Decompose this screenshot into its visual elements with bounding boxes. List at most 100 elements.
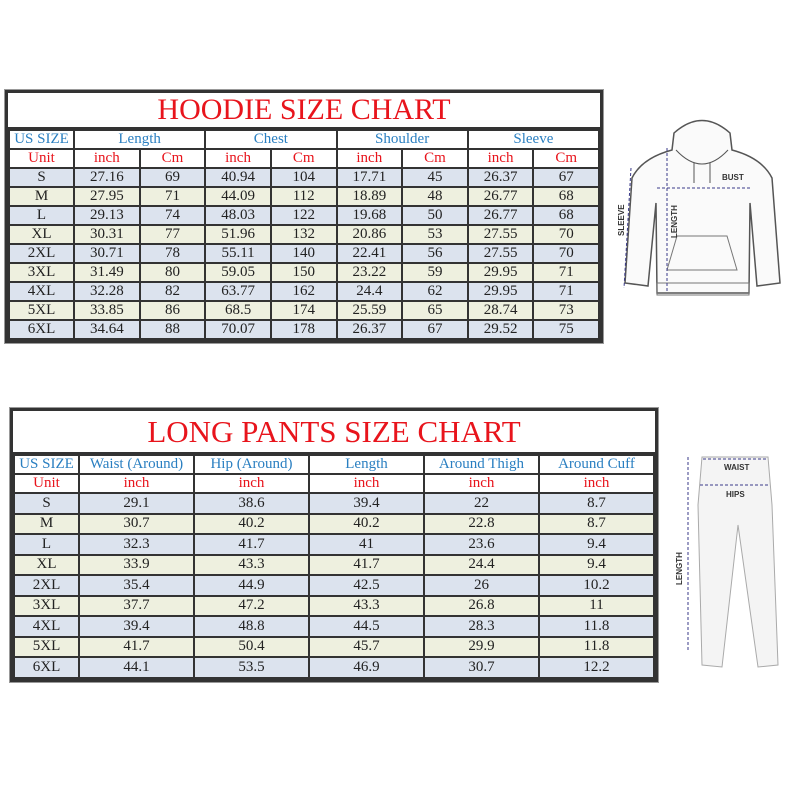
us-size-header: US SIZE	[8, 129, 75, 150]
value-cell: 86	[138, 300, 207, 321]
value-cell: 44.09	[204, 186, 272, 207]
value-cell: 63.77	[204, 281, 272, 302]
value-cell: 55.11	[204, 243, 272, 264]
table-row: S 27.16 69 40.94 104 17.71 45 26.37 67	[8, 167, 600, 188]
size-cell: 4XL	[13, 615, 80, 638]
table-row: 5XL 33.85 86 68.5 174 25.59 65 28.74 73	[8, 300, 600, 321]
value-cell: 30.31	[73, 224, 141, 245]
value-cell: 70	[532, 224, 600, 245]
value-cell: 9.4	[538, 533, 655, 556]
value-cell: 29.95	[466, 262, 535, 283]
value-cell: 29.95	[466, 281, 535, 302]
unit-header: Unit	[13, 473, 80, 494]
value-cell: 74	[138, 205, 207, 226]
bust-label: BUST	[722, 173, 744, 182]
value-cell: 70	[532, 243, 600, 264]
value-cell: 28.3	[423, 615, 540, 638]
value-cell: 23.22	[335, 262, 404, 283]
value-cell: 41.7	[193, 533, 310, 556]
column-header: Shoulder	[335, 129, 469, 150]
value-cell: 24.4	[335, 281, 404, 302]
column-header: Length	[308, 454, 425, 475]
value-cell: 39.4	[78, 615, 195, 638]
value-cell: 41.7	[308, 553, 425, 576]
value-cell: 45	[401, 167, 469, 188]
size-cell: 2XL	[13, 574, 80, 597]
unit-cell: inch	[308, 473, 425, 494]
value-cell: 11.8	[538, 615, 655, 638]
value-cell: 80	[138, 262, 207, 283]
unit-cell: inch	[538, 473, 655, 494]
value-cell: 53	[401, 224, 469, 245]
size-cell: L	[8, 205, 75, 226]
unit-cell: inch	[204, 148, 272, 169]
value-cell: 132	[269, 224, 338, 245]
value-cell: 65	[401, 300, 469, 321]
value-cell: 30.71	[73, 243, 141, 264]
size-cell: 3XL	[8, 262, 75, 283]
table-row: 4XL 32.28 82 63.77 162 24.4 62 29.95 71	[8, 281, 600, 302]
value-cell: 26.77	[466, 205, 535, 226]
value-cell: 30.7	[78, 512, 195, 535]
unit-cell: inch	[78, 473, 195, 494]
column-header: Around Thigh	[423, 454, 540, 475]
value-cell: 174	[269, 300, 338, 321]
value-cell: 30.7	[423, 656, 540, 679]
unit-row: Unit inch inch inch inch inch	[13, 473, 655, 494]
value-cell: 40.2	[193, 512, 310, 535]
column-header: Chest	[204, 129, 338, 150]
value-cell: 20.86	[335, 224, 404, 245]
table-row: 2XL 35.4 44.9 42.5 26 10.2	[13, 574, 655, 597]
value-cell: 29.1	[78, 492, 195, 515]
size-cell: XL	[8, 224, 75, 245]
value-cell: 9.4	[538, 553, 655, 576]
value-cell: 122	[269, 205, 338, 226]
table-row: 6XL 44.1 53.5 46.9 30.7 12.2	[13, 656, 655, 679]
hoodie-measurement-diagram: BUST LENGTH SLEEVE	[617, 119, 781, 296]
size-cell: 4XL	[8, 281, 75, 302]
value-cell: 44.1	[78, 656, 195, 679]
value-cell: 8.7	[538, 492, 655, 515]
value-cell: 45.7	[308, 635, 425, 658]
size-cell: 6XL	[8, 319, 75, 340]
value-cell: 38.6	[193, 492, 310, 515]
us-size-header: US SIZE	[13, 454, 80, 475]
value-cell: 23.6	[423, 533, 540, 556]
value-cell: 18.89	[335, 186, 404, 207]
table-row: 4XL 39.4 48.8 44.5 28.3 11.8	[13, 615, 655, 638]
size-cell: S	[13, 492, 80, 515]
unit-cell: inch	[466, 148, 535, 169]
value-cell: 29.13	[73, 205, 141, 226]
size-cell: 3XL	[13, 594, 80, 617]
table-row: 2XL 30.71 78 55.11 140 22.41 56 27.55 70	[8, 243, 600, 264]
pants-measurement-diagram: WAIST HIPS LENGTH	[675, 456, 779, 668]
value-cell: 22.8	[423, 512, 540, 535]
size-cell: S	[8, 167, 75, 188]
value-cell: 39.4	[308, 492, 425, 515]
value-cell: 31.49	[73, 262, 141, 283]
waist-label: WAIST	[724, 463, 749, 472]
unit-cell: Cm	[532, 148, 600, 169]
size-cell: 2XL	[8, 243, 75, 264]
value-cell: 44.5	[308, 615, 425, 638]
value-cell: 68	[532, 205, 600, 226]
value-cell: 50	[401, 205, 469, 226]
value-cell: 51.96	[204, 224, 272, 245]
value-cell: 33.85	[73, 300, 141, 321]
value-cell: 43.3	[308, 594, 425, 617]
table-row: M 30.7 40.2 40.2 22.8 8.7	[13, 512, 655, 535]
column-header: Around Cuff	[538, 454, 655, 475]
value-cell: 88	[138, 319, 207, 340]
value-cell: 19.68	[335, 205, 404, 226]
table-row: L 29.13 74 48.03 122 19.68 50 26.77 68	[8, 205, 600, 226]
value-cell: 22	[423, 492, 540, 515]
value-cell: 22.41	[335, 243, 404, 264]
size-cell: M	[8, 186, 75, 207]
size-cell: 5XL	[13, 635, 80, 658]
value-cell: 42.5	[308, 574, 425, 597]
value-cell: 112	[269, 186, 338, 207]
pants-table: US SIZE Waist (Around) Hip (Around) Length A…	[13, 454, 655, 679]
value-cell: 32.28	[73, 281, 141, 302]
value-cell: 28.74	[466, 300, 535, 321]
unit-row: Unit inch Cm inch Cm inch Cm inch Cm	[8, 148, 600, 169]
